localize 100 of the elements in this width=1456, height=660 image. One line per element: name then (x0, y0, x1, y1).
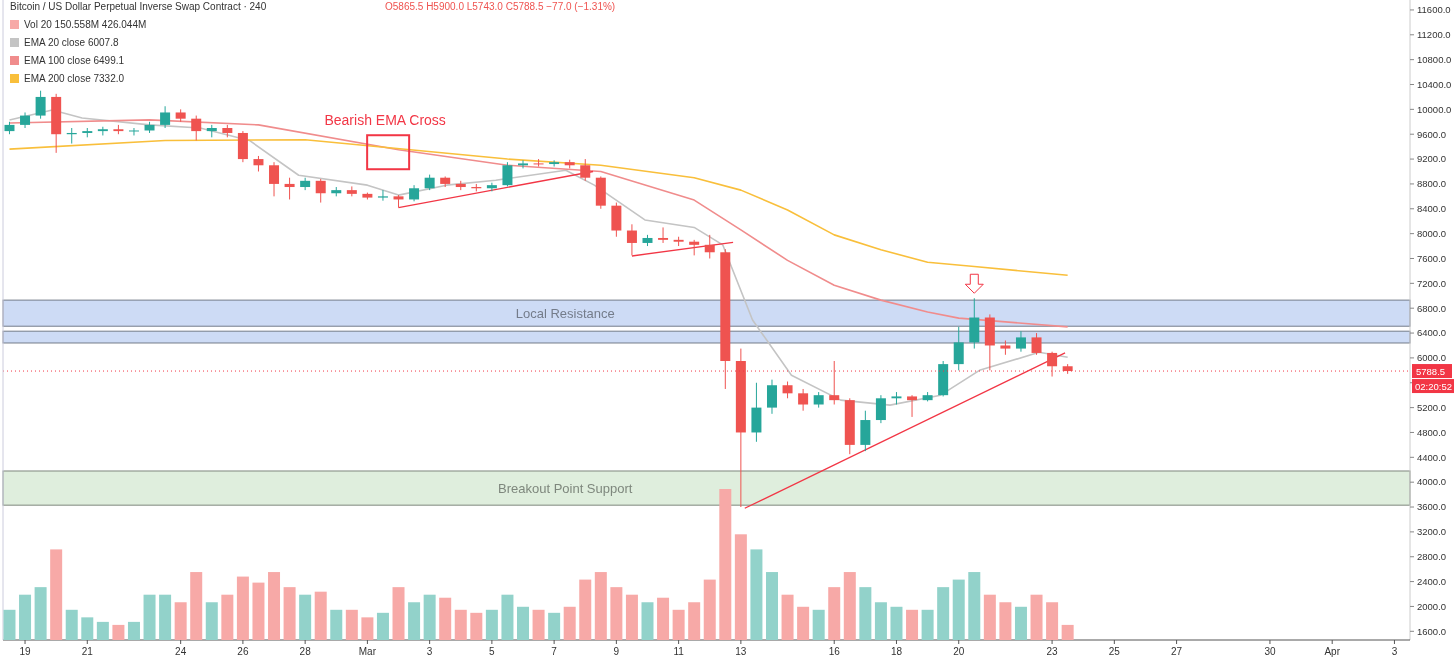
bar (563, 606, 576, 640)
x-tick-label: 3 (1391, 646, 1398, 657)
candlestick (191, 115, 202, 141)
candlestick (518, 159, 529, 169)
bar (190, 572, 203, 640)
y-tick-label: 5200.0 (1417, 401, 1447, 413)
bar (3, 609, 16, 640)
candlestick (300, 177, 311, 191)
bar (345, 609, 358, 640)
candlestick (97, 126, 108, 136)
y-tick-label: 3600.0 (1417, 501, 1447, 513)
y-tick-label: 4400.0 (1417, 451, 1447, 463)
candlestick (891, 391, 902, 405)
y-tick-label: 10800.0 (1417, 53, 1452, 65)
band-label: Local Resistance (515, 306, 615, 322)
y-tick-label: 4000.0 (1417, 476, 1447, 488)
bar (859, 587, 872, 640)
candlestick (315, 178, 326, 204)
bar (734, 534, 747, 640)
candlestick (658, 226, 669, 244)
y-tick-label: 7200.0 (1417, 277, 1447, 289)
y-tick-label: 10000.0 (1417, 103, 1452, 115)
bar (81, 617, 94, 640)
y-tick-label: 1600.0 (1417, 625, 1447, 637)
x-tick-label: 5 (489, 646, 496, 657)
x-tick-label: 3 (426, 646, 433, 657)
y-tick-label: 9200.0 (1417, 153, 1447, 165)
bar (719, 489, 732, 640)
y-tick-label: 4800.0 (1417, 426, 1447, 438)
candlestick (798, 388, 809, 412)
candlestick (502, 161, 513, 187)
legend-label: Vol 20 150.558M 426.044M (24, 19, 147, 30)
bar (376, 612, 389, 640)
candlestick (35, 90, 46, 120)
candlestick (549, 159, 560, 168)
y-tick-label: 3200.0 (1417, 526, 1447, 538)
bar (112, 624, 125, 640)
bar (657, 597, 670, 640)
x-tick-label: 20 (953, 646, 965, 657)
candlestick (533, 158, 544, 168)
candlestick (269, 161, 280, 197)
bar (906, 609, 919, 640)
bar (750, 549, 763, 640)
legend-label: EMA 100 close 6499.1 (24, 55, 125, 66)
candlestick (580, 158, 591, 182)
bar (890, 606, 903, 640)
bar (1061, 624, 1074, 640)
y-tick-label: 11200.0 (1417, 29, 1451, 41)
candlestick (626, 223, 637, 256)
bar (314, 591, 327, 640)
bar (532, 609, 545, 640)
y-tick-label: 11600.0 (1417, 4, 1451, 16)
bar (1046, 602, 1059, 640)
bar (205, 602, 218, 640)
x-tick-label: 16 (828, 646, 841, 657)
candlestick (128, 127, 139, 136)
y-tick-label: 2400.0 (1417, 575, 1447, 587)
bar (408, 602, 421, 640)
bar (688, 602, 701, 640)
bar (828, 587, 841, 640)
x-tick-label: Apr (1324, 646, 1341, 657)
bar (812, 609, 825, 640)
x-tick-label: 23 (1046, 646, 1059, 657)
y-tick-label: 6000.0 (1417, 352, 1447, 364)
ref-line-label: 5788.5 (1416, 365, 1446, 377)
x-tick-label: 19 (19, 646, 32, 657)
x-tick-label: 7 (551, 646, 558, 657)
candlestick (875, 394, 886, 424)
bar (999, 602, 1012, 640)
candlestick (1047, 351, 1058, 378)
bar (127, 621, 140, 640)
bar (579, 579, 592, 640)
bar (641, 602, 654, 640)
bar (236, 576, 249, 640)
bar (983, 594, 996, 640)
bar (143, 594, 156, 640)
bar (392, 587, 405, 640)
bar (50, 549, 63, 640)
y-tick-label: 2000.0 (1417, 600, 1447, 612)
legend-label: EMA 200 close 7332.0 (24, 73, 125, 84)
bar (34, 587, 47, 640)
bar (19, 594, 32, 640)
candlestick (829, 360, 840, 405)
bar (781, 594, 794, 640)
x-tick-label: 13 (735, 646, 747, 657)
bar (765, 572, 778, 640)
y-tick-label: 6400.0 (1417, 327, 1447, 339)
bar (921, 609, 934, 640)
bar (937, 587, 950, 640)
y-tick-label: 8400.0 (1417, 203, 1447, 215)
candlestick (704, 234, 715, 259)
candlestick (160, 105, 171, 129)
y-tick-label: 7600.0 (1417, 252, 1447, 264)
bar (952, 579, 965, 640)
bar (221, 594, 234, 640)
bar (548, 612, 561, 640)
bar (1030, 594, 1043, 640)
bar (517, 606, 530, 640)
x-tick-label: 27 (1171, 646, 1183, 657)
bar (501, 594, 514, 640)
